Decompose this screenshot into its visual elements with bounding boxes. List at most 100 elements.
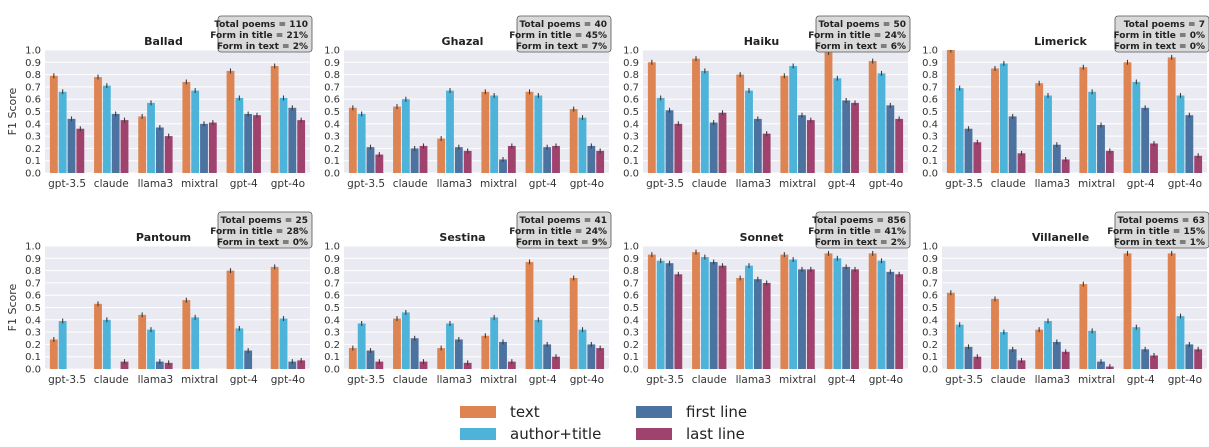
panel-sestina-bar-mixtral-last-line — [507, 361, 516, 369]
panel-villanelle-bar-llama3-first-line — [1052, 341, 1061, 369]
panel-ghazal-xtick-label: mixtral — [480, 178, 517, 190]
panel-haiku-bar-gpt-4-text — [824, 52, 833, 173]
panel-sonnet-bar-gpt-4o-first-line — [886, 271, 895, 369]
panel-sestina-title: Sestina — [439, 231, 485, 244]
panel-sonnet-bar-gpt-4o-author-title — [877, 260, 886, 369]
panel-sestina-ytick-label: 0.8 — [324, 266, 340, 277]
panel-haiku-bar-claude-last-line — [718, 112, 727, 173]
panel-sonnet-bar-claude-text — [692, 252, 700, 369]
panel-sonnet-ytick-label: 0.3 — [623, 328, 639, 339]
panel-ballad-bar-gpt-3-5-author-title — [58, 91, 67, 173]
panel-ballad-bar-llama3-first-line — [155, 127, 164, 173]
panel-sonnet-xtick-label: gpt-4o — [869, 374, 903, 386]
panel-villanelle-xtick-label: llama3 — [1035, 374, 1071, 386]
panel-sestina-bar-mixtral-text — [481, 335, 490, 369]
panel-pantoum-bar-llama3-first-line — [155, 361, 164, 369]
panel-sestina-bar-claude-last-line — [419, 361, 428, 369]
panel-villanelle-bar-gpt-4o-text — [1167, 253, 1176, 369]
panel-limerick-xtick-label: gpt-4 — [1127, 178, 1155, 190]
panel-sestina-xtick-label: gpt-4o — [570, 374, 604, 386]
panel-sonnet-bar-gpt-3-5-text — [647, 254, 656, 369]
panel-sonnet-ytick-label: 0.6 — [623, 291, 639, 302]
panel-haiku-bar-llama3-text — [736, 74, 745, 173]
panel-sonnet-ytick-label: 0.8 — [623, 266, 639, 277]
panel-ballad-ytick-label: 0.3 — [25, 132, 41, 143]
panel-sestina-bar-mixtral-author-title — [490, 317, 499, 369]
panel-limerick-bar-llama3-text — [1035, 83, 1044, 173]
panel-sestina-info-box — [516, 211, 612, 249]
panel-sestina-xtick-label: claude — [393, 374, 428, 386]
panel-limerick-bar-mixtral-author-title — [1088, 91, 1097, 173]
panel-haiku-xtick-label: mixtral — [779, 178, 816, 190]
panel-limerick-bar-gpt-4o-first-line — [1185, 115, 1194, 173]
panel-pantoum-ytick-label: 0.6 — [25, 291, 41, 302]
panel-sonnet-bar-mixtral-first-line — [798, 269, 806, 369]
panel-villanelle-xtick-label: mixtral — [1078, 374, 1115, 386]
panel-villanelle-ytick-label: 0.1 — [922, 352, 938, 363]
panel-sestina-bar-gpt-4o-text — [569, 277, 578, 369]
panel-sestina-xtick-label: llama3 — [437, 374, 473, 386]
panel-sestina-ytick-label: 0.3 — [324, 328, 340, 339]
panel-villanelle-bar-claude-author-title — [999, 332, 1008, 369]
panel-sestina-ytick-label: 0.1 — [324, 352, 340, 363]
panel-villanelle-bar-gpt-3-5-text — [946, 292, 955, 369]
panel-haiku-bar-llama3-last-line — [762, 133, 771, 173]
panel-limerick-ytick-label: 0.6 — [922, 95, 938, 106]
panel-ghazal-bar-gpt-4o-last-line — [596, 150, 605, 173]
panel-ballad-bar-gpt-4o-author-title — [279, 97, 288, 173]
panel-haiku-ytick-label: 0.2 — [623, 144, 639, 155]
legend-item-first-line: first line — [636, 403, 747, 421]
panel-limerick-ytick-label: 0.5 — [922, 107, 938, 118]
panel-sonnet-ytick-label: 0.0 — [623, 365, 639, 376]
panel-limerick-ytick-label: 1.0 — [922, 46, 938, 57]
panel-sestina-ytick-label: 0.0 — [324, 365, 340, 376]
panel-pantoum-bar-llama3-text — [138, 314, 147, 369]
panel-haiku-info-box — [815, 15, 911, 53]
panel-pantoum-bar-gpt-4o-text — [270, 266, 279, 369]
panel-sestina-ytick-label: 0.7 — [324, 278, 340, 289]
panel-ballad-bar-gpt-4o-text — [270, 65, 279, 173]
panel-villanelle-bar-gpt-3-5-last-line — [973, 356, 982, 369]
panel-villanelle-ytick-label: 0.4 — [922, 315, 938, 326]
panel-limerick-bar-claude-last-line — [1017, 153, 1026, 173]
panel-haiku-bar-gpt-3-5-text — [647, 62, 656, 173]
panel-haiku-ytick-label: 0.4 — [623, 119, 639, 130]
panel-villanelle-xtick-label: gpt-3.5 — [945, 374, 983, 386]
panel-sonnet-xtick-label: claude — [692, 374, 727, 386]
panel-ghazal-ytick-label: 0.6 — [324, 95, 340, 106]
panel-ballad-bar-mixtral-author-title — [191, 90, 200, 173]
panel-pantoum-xtick-label: gpt-4o — [271, 374, 305, 386]
panel-ballad-bar-gpt-4-author-title — [235, 97, 244, 173]
panel-pantoum-xtick-label: llama3 — [138, 374, 174, 386]
panel-pantoum-ytick-label: 0.2 — [25, 340, 41, 351]
panel-sestina-bar-claude-text — [393, 318, 401, 369]
panel-ballad-bar-gpt-4-first-line — [244, 113, 253, 173]
panel-ballad-ytick-label: 0.6 — [25, 95, 41, 106]
panel-limerick-info-line: Form in title = 0% — [1113, 31, 1205, 41]
panel-ghazal-bar-gpt-4o-author-title — [578, 117, 587, 173]
panel-haiku-xtick-label: gpt-3.5 — [646, 178, 684, 190]
panel-ghazal-ytick-label: 0.2 — [324, 144, 340, 155]
panel-pantoum-bar-gpt-4-first-line — [244, 350, 253, 369]
panel-ballad-bar-claude-last-line — [120, 120, 129, 173]
legend-swatch-first-line — [636, 406, 672, 418]
panel-pantoum-bar-claude-text — [94, 303, 102, 369]
panel-ballad-bar-llama3-text — [138, 116, 147, 173]
panel-sonnet-bar-gpt-4-author-title — [833, 258, 842, 369]
panel-pantoum-bar-gpt-4o-last-line — [297, 360, 306, 369]
panel-villanelle-bar-mixtral-text — [1079, 284, 1088, 369]
panel-villanelle-title: Villanelle — [1032, 231, 1089, 244]
panel-pantoum-ytick-label: 0.0 — [25, 365, 41, 376]
panel-pantoum-bar-claude-author-title — [102, 319, 111, 369]
panel-sonnet-bar-claude-last-line — [718, 265, 727, 369]
legend-label-last-line: last line — [686, 425, 745, 443]
panel-ballad-bar-claude-first-line — [111, 113, 120, 173]
panel-haiku-bar-gpt-4o-text — [868, 61, 877, 173]
panel-sonnet-bar-mixtral-last-line — [806, 269, 815, 369]
panel-ballad-bar-gpt-3-5-last-line — [76, 128, 85, 173]
panel-sestina-ytick-label: 0.9 — [324, 254, 340, 265]
panel-villanelle-ytick-label: 0.9 — [922, 254, 938, 265]
panel-ballad-bar-gpt-3-5-first-line — [67, 118, 76, 173]
panel-villanelle-bar-claude-text — [991, 298, 999, 369]
panel-ballad: 0.0 0.10.20.3 0.40.50.6 0.70.80.91.0 F1 Scor… — [6, 15, 313, 190]
